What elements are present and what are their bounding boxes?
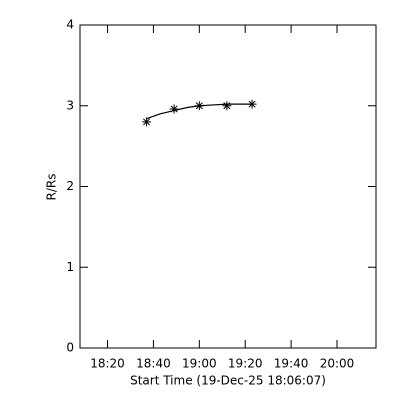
y-tick-label: 1: [66, 260, 74, 274]
plot-frame: [79, 24, 377, 349]
y-tick-label: 3: [66, 98, 74, 112]
y-tick-label: 4: [66, 18, 74, 32]
x-tick-label: 19:00: [182, 357, 217, 371]
x-tick-label: 20:00: [320, 357, 355, 371]
x-tick-label: 19:40: [274, 357, 309, 371]
x-tick-label: 19:20: [228, 357, 263, 371]
x-tick-label: 18:20: [90, 357, 125, 371]
asterisk-stroke: [143, 118, 151, 126]
x-axis-label: Start Time (19-Dec-25 18:06:07): [130, 374, 326, 388]
y-tick-label: 2: [66, 179, 74, 193]
y-tick-label: 0: [66, 341, 74, 355]
data-point: [142, 117, 152, 127]
data-point: [169, 104, 179, 114]
data-point: [222, 101, 232, 111]
x-tick-label: 18:40: [136, 357, 171, 371]
y-axis-label: R/Rs: [45, 174, 59, 201]
fit-line: [146, 103, 253, 120]
